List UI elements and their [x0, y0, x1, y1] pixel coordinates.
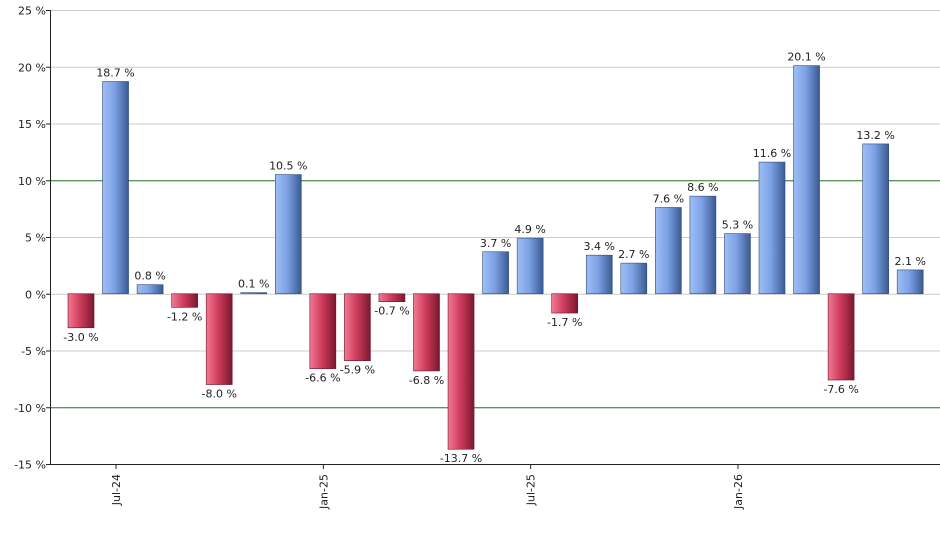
bar — [309, 293, 337, 369]
y-tick-label: 0 % — [25, 288, 46, 301]
data-label: 7.6 % — [653, 192, 684, 205]
data-label: -3.0 % — [63, 331, 98, 344]
bar — [827, 293, 855, 381]
data-label: -0.7 % — [374, 305, 409, 318]
bar — [793, 65, 820, 295]
data-label: 0.1 % — [238, 278, 269, 291]
bar — [102, 81, 129, 295]
bar — [620, 262, 648, 295]
data-label: -8.0 % — [201, 388, 236, 401]
data-label: 4.9 % — [514, 223, 545, 236]
bar — [205, 293, 233, 385]
data-label: 2.1 % — [894, 255, 925, 268]
y-tick-label: 5 % — [25, 232, 46, 245]
bar — [136, 284, 164, 295]
bars — [67, 65, 924, 450]
x-tick-label: Jan-26 — [732, 474, 745, 510]
bar — [378, 293, 406, 302]
data-label: 20.1 % — [787, 51, 825, 64]
data-label: 18.7 % — [96, 67, 134, 80]
data-label: -1.7 % — [547, 316, 582, 329]
data-label: -13.7 % — [440, 452, 482, 465]
bar — [516, 237, 544, 295]
data-label: 2.7 % — [618, 248, 649, 261]
bar — [896, 269, 924, 295]
data-label: 0.8 % — [134, 270, 165, 283]
data-label: -7.6 % — [823, 383, 858, 396]
y-tick-label: -10 % — [14, 402, 46, 415]
data-label: 5.3 % — [722, 219, 753, 232]
bar — [240, 292, 268, 295]
y-tick-label: 15 % — [18, 118, 46, 131]
bar — [447, 293, 475, 450]
bar — [655, 207, 682, 295]
bar — [482, 251, 509, 295]
bar — [689, 195, 717, 295]
data-label: 10.5 % — [269, 160, 307, 173]
data-label: 13.2 % — [856, 129, 894, 142]
x-tick-label: Jul-25 — [525, 474, 538, 506]
data-label: 11.6 % — [753, 147, 791, 160]
y-tick-label: 10 % — [18, 175, 46, 188]
bar — [758, 161, 786, 295]
data-label: 3.4 % — [584, 240, 615, 253]
data-label: -6.6 % — [305, 372, 340, 385]
axes: -15 % -10 % -5 % 0 % 5 % 10 % 15 % 20 % 25 % Jul-… — [14, 5, 940, 510]
y-tick-label: -5 % — [21, 345, 46, 358]
data-labels: -3.0 % 18.7 % 0.8 % -1.2 % -8.0 % 0.1 % 10.5 %… — [63, 51, 926, 466]
y-tick-label: -15 % — [14, 459, 46, 472]
bar — [724, 233, 751, 295]
bar — [67, 293, 95, 329]
bar — [585, 254, 613, 295]
bar — [274, 174, 302, 295]
reference-lines — [50, 180, 940, 409]
y-tick-label: 20 % — [18, 61, 46, 74]
data-label: -6.8 % — [409, 374, 444, 387]
data-label: -5.9 % — [340, 364, 375, 377]
x-tick-label: Jan-25 — [317, 474, 330, 510]
data-label: 8.6 % — [687, 181, 718, 194]
x-tick-label: Jul-24 — [110, 474, 123, 506]
y-tick-label: 25 % — [18, 5, 46, 18]
bar — [344, 293, 371, 362]
data-label: 3.7 % — [480, 237, 511, 250]
bar — [551, 293, 579, 314]
bar — [862, 143, 889, 295]
bar — [171, 293, 198, 308]
bar — [413, 293, 440, 372]
data-label: -1.2 % — [167, 310, 202, 323]
